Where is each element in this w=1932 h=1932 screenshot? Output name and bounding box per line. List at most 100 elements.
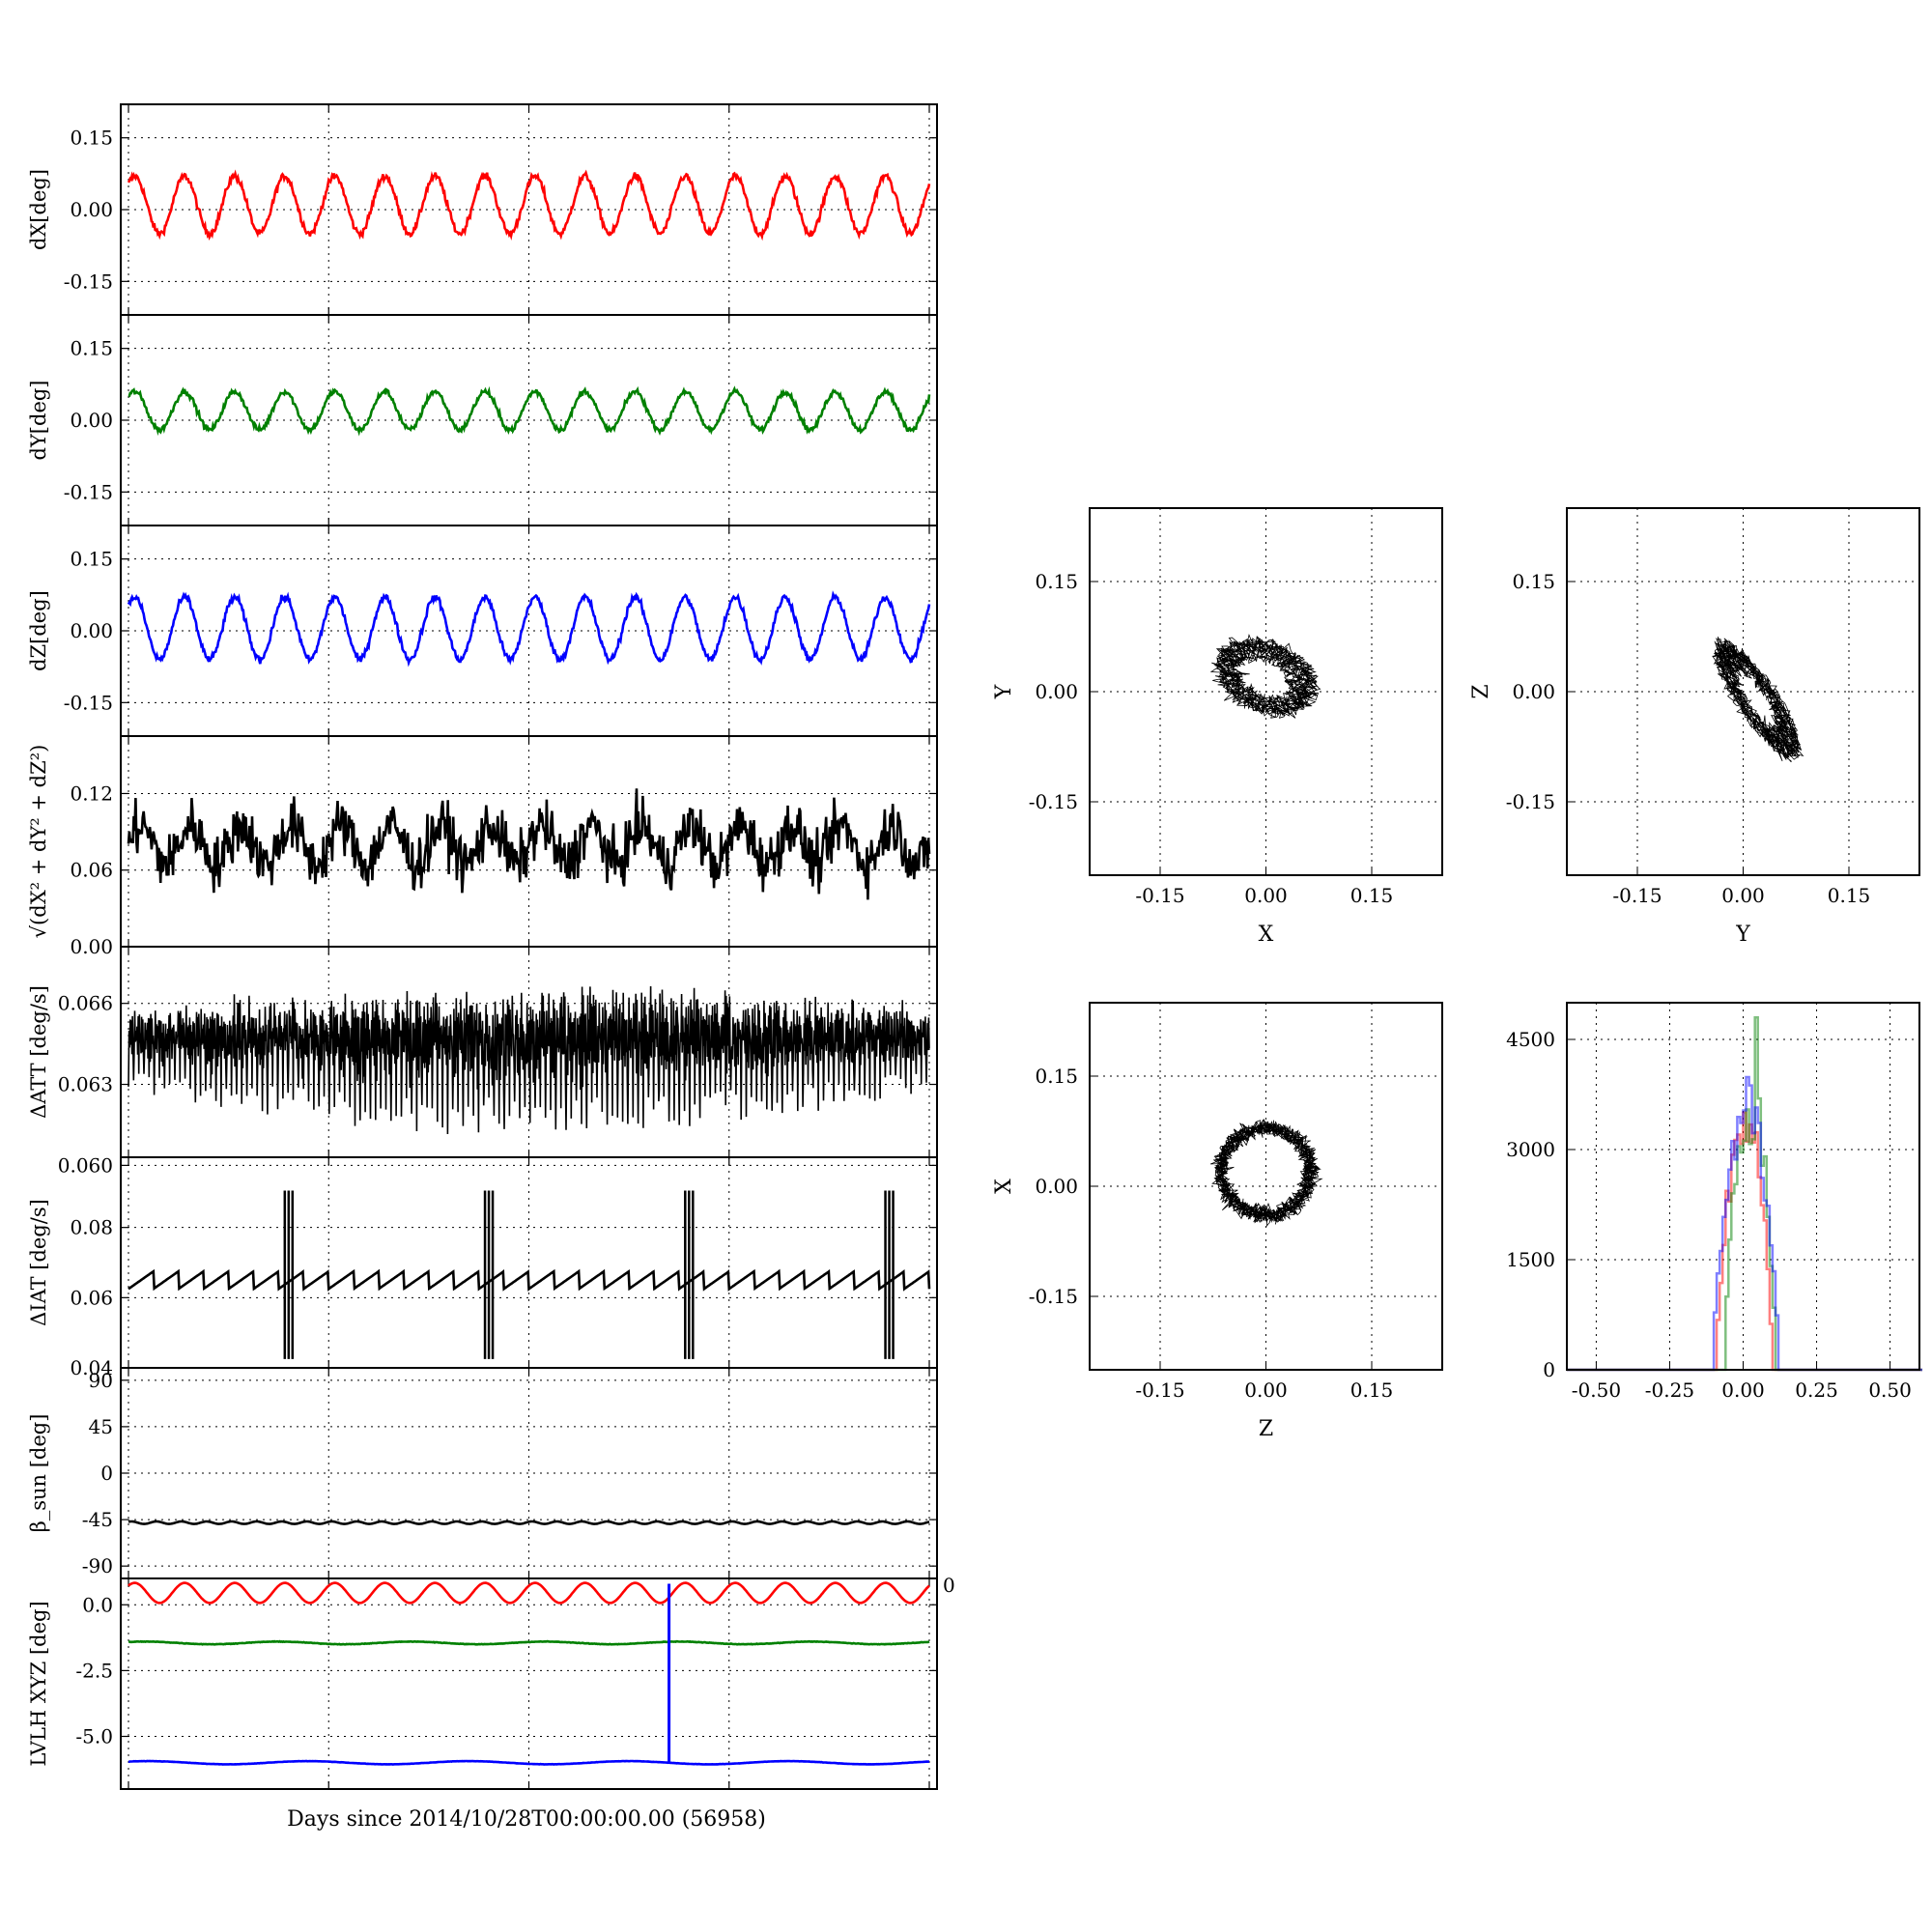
series-line — [128, 385, 931, 437]
y-axis-label: Z — [1469, 684, 1493, 698]
ytick-label: 0 — [1543, 1358, 1555, 1381]
ytick-label: 45 — [89, 1415, 113, 1438]
panel-rss: 0.00 0.06 0.12 √(dX² + dY² + dZ²) — [27, 735, 938, 958]
xtick-label: 0.00 — [1244, 884, 1288, 907]
axes-frame — [1566, 1002, 1920, 1371]
ytick-label: 0.15 — [70, 548, 113, 571]
ytick-label: 0.00 — [70, 619, 113, 642]
ytick-label: 0.06 — [70, 1286, 113, 1309]
scatter-column: -0.15 -0.15 0.00 0.00 0.15 0.15 X Y -0.15 -0.15 0.… — [992, 507, 1922, 1441]
axes-frame — [1089, 1002, 1443, 1371]
histogram-series — [1567, 1075, 1922, 1372]
ytick-label: 0.06 — [70, 859, 113, 882]
series-line — [128, 985, 930, 1135]
ytick-label: -5.0 — [75, 1725, 113, 1748]
xtick-label: 0.15 — [1828, 884, 1871, 907]
ytick-label: -2.5 — [75, 1659, 113, 1682]
ytick-label: -90 — [82, 1554, 113, 1577]
x-axis-label: X — [1259, 923, 1274, 947]
series-line — [128, 1759, 930, 1766]
xtick-label: -0.25 — [1645, 1378, 1694, 1402]
axes-frame — [120, 1577, 938, 1790]
x-axis-label: Y — [1735, 923, 1750, 947]
trajectory-line — [1209, 633, 1321, 719]
series-line — [128, 1520, 930, 1525]
panel-dz: -0.15 0.00 0.15 dZ[deg] — [27, 525, 938, 737]
x-axis-label: Days since 2014/10/28T00:00:00.00 (56958… — [287, 1807, 766, 1832]
series-line — [128, 1581, 930, 1605]
xtick-label: 0 — [943, 1574, 955, 1597]
ytick-label: 0.00 — [1512, 680, 1555, 703]
ytick-label: 0.15 — [1035, 570, 1078, 593]
xtick-label: -0.15 — [1612, 884, 1662, 907]
ytick-label: 0 — [100, 1462, 113, 1485]
scatter-zx: -0.15 -0.15 0.00 0.00 0.15 0.15 Z X — [992, 1002, 1443, 1441]
ytick-label: -0.15 — [1506, 790, 1555, 813]
y-axis-label: X — [992, 1179, 1016, 1194]
xtick-label: 0.00 — [1244, 1378, 1288, 1402]
ytick-label: 0.00 — [70, 935, 113, 958]
trajectory-line — [1712, 637, 1804, 763]
ytick-label: 0.15 — [1512, 570, 1555, 593]
ytick-label: 90 — [89, 1369, 113, 1392]
ytick-label: 0.15 — [70, 127, 113, 150]
ytick-label: 0.15 — [1035, 1065, 1078, 1088]
ytick-label: 0.066 — [58, 992, 113, 1015]
y-axis-label: ΔATT [deg/s] — [27, 985, 50, 1119]
histogram: 0 1500 3000 4500 -0.50 -0.25 0.00 0.25 0.50 — [1506, 1002, 1922, 1402]
ytick-label: 0.063 — [58, 1073, 113, 1096]
panel-datt: 0.060 0.063 0.066 ΔATT [deg/s] — [27, 946, 938, 1177]
ytick-label: -0.15 — [64, 270, 113, 293]
xtick-label: 0.00 — [1721, 884, 1765, 907]
ytick-label: 0.00 — [70, 198, 113, 221]
y-axis-label: ΔIAT [deg/s] — [27, 1199, 50, 1326]
ytick-label: 0.060 — [58, 1153, 113, 1177]
panel-diat: 0.04 0.06 0.08 ΔIAT [deg/s] — [27, 1156, 938, 1379]
y-axis-label: β_sun [deg] — [27, 1414, 50, 1533]
xtick-label: -0.15 — [1135, 1378, 1184, 1402]
ytick-label: 0.0 — [82, 1593, 113, 1616]
xtick-label: 0.25 — [1795, 1378, 1838, 1402]
xtick-label: 0.15 — [1350, 1378, 1394, 1402]
trajectory-line — [1209, 1119, 1323, 1228]
ytick-label: -45 — [82, 1508, 113, 1531]
y-axis-label: dX[deg] — [27, 169, 50, 250]
x-axis-label: Z — [1259, 1417, 1273, 1441]
histogram-series — [1567, 1015, 1922, 1372]
series-line — [128, 1268, 931, 1292]
ytick-label: 0.00 — [1035, 1175, 1078, 1198]
xtick-label: 0.50 — [1868, 1378, 1912, 1402]
ytick-label: 0.00 — [70, 409, 113, 432]
y-axis-label: LVLH XYZ [deg] — [27, 1601, 50, 1766]
ytick-label: 0.04 — [70, 1356, 113, 1379]
histogram-series — [1567, 1111, 1922, 1372]
axes-frame — [120, 1156, 938, 1369]
ytick-label: -0.15 — [64, 691, 113, 714]
y-axis-label: Y — [992, 684, 1016, 699]
axes-frame — [1089, 507, 1443, 876]
y-axis-label: dY[deg] — [27, 380, 50, 460]
ytick-label: 0.15 — [70, 337, 113, 360]
y-axis-label: dZ[deg] — [27, 590, 50, 671]
scatter-xy: -0.15 -0.15 0.00 0.00 0.15 0.15 X Y — [992, 507, 1443, 947]
ytick-label: 1500 — [1506, 1248, 1555, 1271]
panel-dx: -0.15 0.00 0.15 dX[deg] — [27, 103, 938, 316]
ytick-label: 0.00 — [1035, 680, 1078, 703]
ytick-label: 4500 — [1506, 1028, 1555, 1051]
ytick-label: 0.08 — [70, 1216, 113, 1239]
panel-lvlh: -5.0 -2.5 0.0 LVLH XYZ [deg] 0 — [27, 1574, 955, 1790]
ytick-label: -0.15 — [1029, 790, 1078, 813]
xtick-label: -0.50 — [1572, 1378, 1621, 1402]
series-line — [127, 169, 931, 242]
ytick-label: -0.15 — [1029, 1285, 1078, 1308]
scatter-yz: -0.15 -0.15 0.00 0.00 0.15 0.15 Y Z — [1469, 507, 1920, 947]
panel-dy: -0.15 0.00 0.15 dY[deg] — [27, 314, 938, 526]
ytick-label: -0.15 — [64, 480, 113, 503]
series-line — [127, 788, 931, 900]
panel-beta: -90 -45 0 45 90 β_sun [deg] — [27, 1367, 938, 1579]
xtick-label: 0.00 — [1721, 1378, 1765, 1402]
ytick-label: 0.12 — [70, 781, 113, 805]
series-line — [128, 1639, 930, 1646]
xtick-label: 0.15 — [1350, 884, 1394, 907]
